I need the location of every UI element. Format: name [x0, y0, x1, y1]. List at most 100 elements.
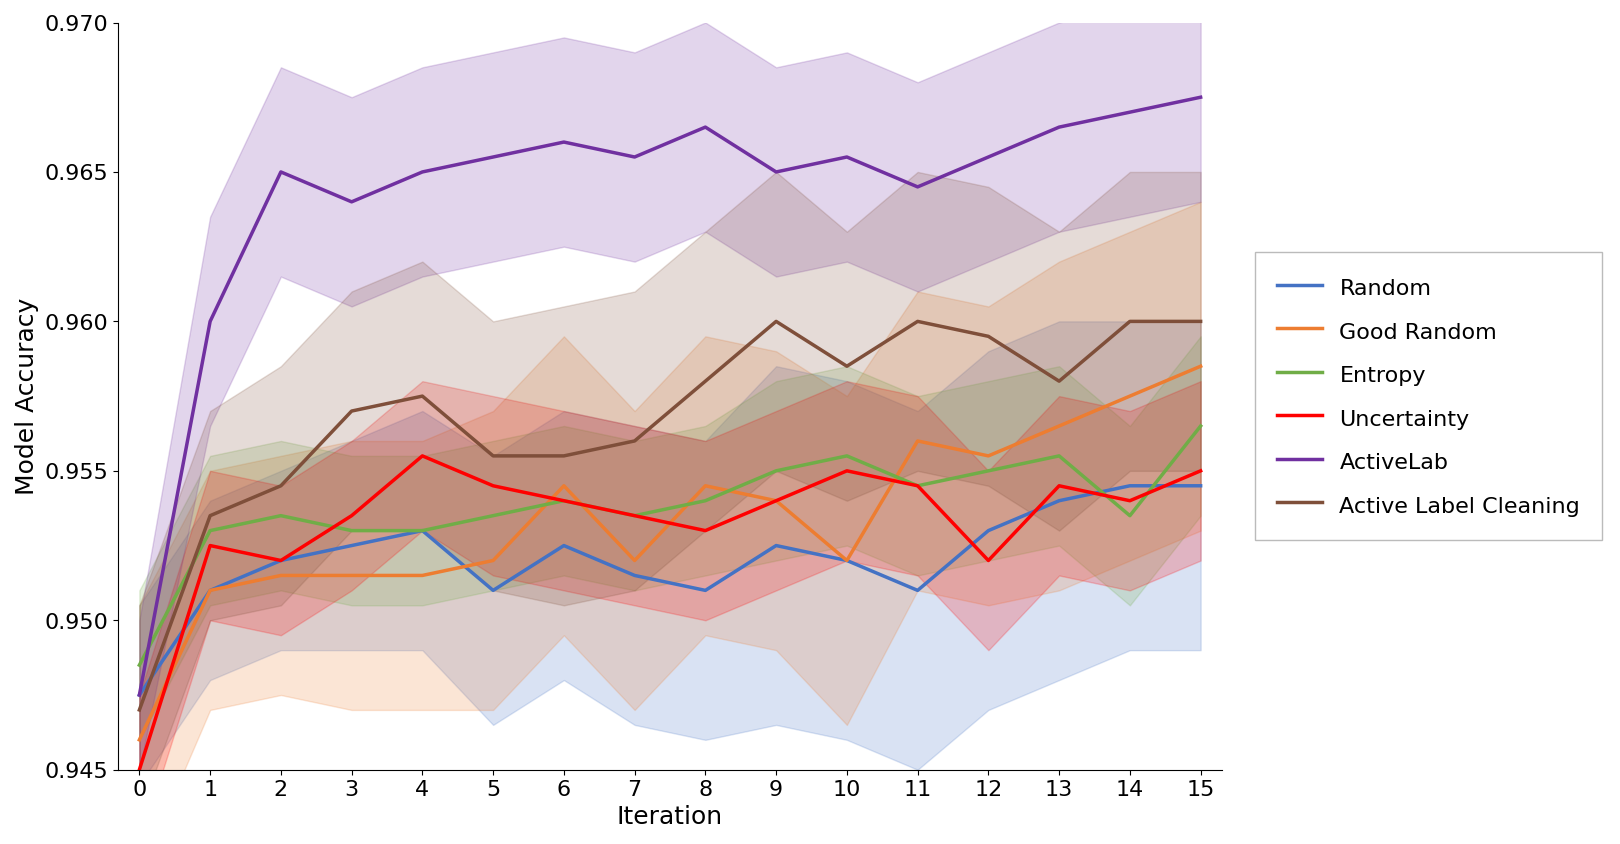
- Entropy: [271, 511, 290, 521]
- Active Label Cleaning: [766, 316, 786, 327]
- Active Label Cleaning: [1191, 316, 1210, 327]
- Active Label Cleaning: [625, 436, 645, 446]
- Random: [413, 526, 433, 536]
- Line: Random: Random: [139, 486, 1200, 695]
- Uncertainty: [201, 541, 220, 551]
- Random: [625, 571, 645, 581]
- Good Random: [695, 481, 714, 491]
- Active Label Cleaning: [1119, 316, 1139, 327]
- Good Random: [978, 451, 998, 461]
- Uncertainty: [695, 526, 714, 536]
- Random: [554, 541, 573, 551]
- Uncertainty: [1119, 496, 1139, 506]
- Active Label Cleaning: [838, 361, 857, 371]
- Uncertainty: [130, 765, 149, 775]
- Uncertainty: [342, 511, 361, 521]
- ActiveLab: [1050, 122, 1069, 133]
- Active Label Cleaning: [201, 511, 220, 521]
- Random: [1050, 496, 1069, 506]
- Random: [1191, 481, 1210, 491]
- Active Label Cleaning: [554, 451, 573, 461]
- Good Random: [1191, 361, 1210, 371]
- Random: [695, 586, 714, 596]
- Uncertainty: [907, 481, 927, 491]
- ActiveLab: [695, 122, 714, 133]
- Good Random: [130, 735, 149, 745]
- Line: ActiveLab: ActiveLab: [139, 98, 1200, 695]
- Entropy: [1191, 421, 1210, 431]
- Random: [271, 555, 290, 565]
- Legend: Random, Good Random, Entropy, Uncertainty, ActiveLab, Active Label Cleaning: Random, Good Random, Entropy, Uncertaint…: [1254, 253, 1602, 540]
- Good Random: [483, 555, 502, 565]
- ActiveLab: [838, 153, 857, 163]
- Good Random: [342, 571, 361, 581]
- Line: Uncertainty: Uncertainty: [139, 456, 1200, 770]
- ActiveLab: [201, 316, 220, 327]
- Uncertainty: [554, 496, 573, 506]
- Good Random: [838, 555, 857, 565]
- Line: Entropy: Entropy: [139, 426, 1200, 665]
- Random: [838, 555, 857, 565]
- Random: [1119, 481, 1139, 491]
- Random: [978, 526, 998, 536]
- Uncertainty: [1191, 466, 1210, 476]
- Active Label Cleaning: [342, 406, 361, 416]
- Entropy: [625, 511, 645, 521]
- Active Label Cleaning: [413, 392, 433, 402]
- Good Random: [554, 481, 573, 491]
- ActiveLab: [1191, 93, 1210, 103]
- ActiveLab: [271, 167, 290, 177]
- Active Label Cleaning: [695, 376, 714, 387]
- Good Random: [907, 436, 927, 446]
- Active Label Cleaning: [130, 705, 149, 715]
- Random: [483, 586, 502, 596]
- Random: [342, 541, 361, 551]
- Uncertainty: [625, 511, 645, 521]
- Active Label Cleaning: [1050, 376, 1069, 387]
- Uncertainty: [766, 496, 786, 506]
- Random: [201, 586, 220, 596]
- ActiveLab: [907, 182, 927, 192]
- Entropy: [766, 466, 786, 476]
- Entropy: [483, 511, 502, 521]
- Good Random: [625, 555, 645, 565]
- Entropy: [201, 526, 220, 536]
- ActiveLab: [625, 153, 645, 163]
- Y-axis label: Model Accuracy: Model Accuracy: [15, 298, 39, 495]
- ActiveLab: [1119, 107, 1139, 117]
- Entropy: [342, 526, 361, 536]
- Entropy: [1050, 451, 1069, 461]
- X-axis label: Iteration: Iteration: [617, 805, 723, 829]
- Uncertainty: [413, 451, 433, 461]
- ActiveLab: [554, 138, 573, 148]
- Random: [766, 541, 786, 551]
- Active Label Cleaning: [907, 316, 927, 327]
- Good Random: [201, 586, 220, 596]
- Good Random: [1050, 421, 1069, 431]
- Uncertainty: [271, 555, 290, 565]
- Entropy: [907, 481, 927, 491]
- Random: [907, 586, 927, 596]
- Uncertainty: [1050, 481, 1069, 491]
- Entropy: [695, 496, 714, 506]
- Entropy: [978, 466, 998, 476]
- Uncertainty: [483, 481, 502, 491]
- Entropy: [838, 451, 857, 461]
- ActiveLab: [978, 153, 998, 163]
- Entropy: [1119, 511, 1139, 521]
- Entropy: [130, 660, 149, 670]
- Line: Active Label Cleaning: Active Label Cleaning: [139, 322, 1200, 710]
- Active Label Cleaning: [483, 451, 502, 461]
- Active Label Cleaning: [978, 332, 998, 342]
- Line: Good Random: Good Random: [139, 366, 1200, 740]
- ActiveLab: [766, 167, 786, 177]
- ActiveLab: [413, 167, 433, 177]
- Good Random: [1119, 392, 1139, 402]
- Random: [130, 690, 149, 701]
- Active Label Cleaning: [271, 481, 290, 491]
- ActiveLab: [483, 153, 502, 163]
- ActiveLab: [342, 197, 361, 208]
- Good Random: [766, 496, 786, 506]
- Entropy: [413, 526, 433, 536]
- Good Random: [271, 571, 290, 581]
